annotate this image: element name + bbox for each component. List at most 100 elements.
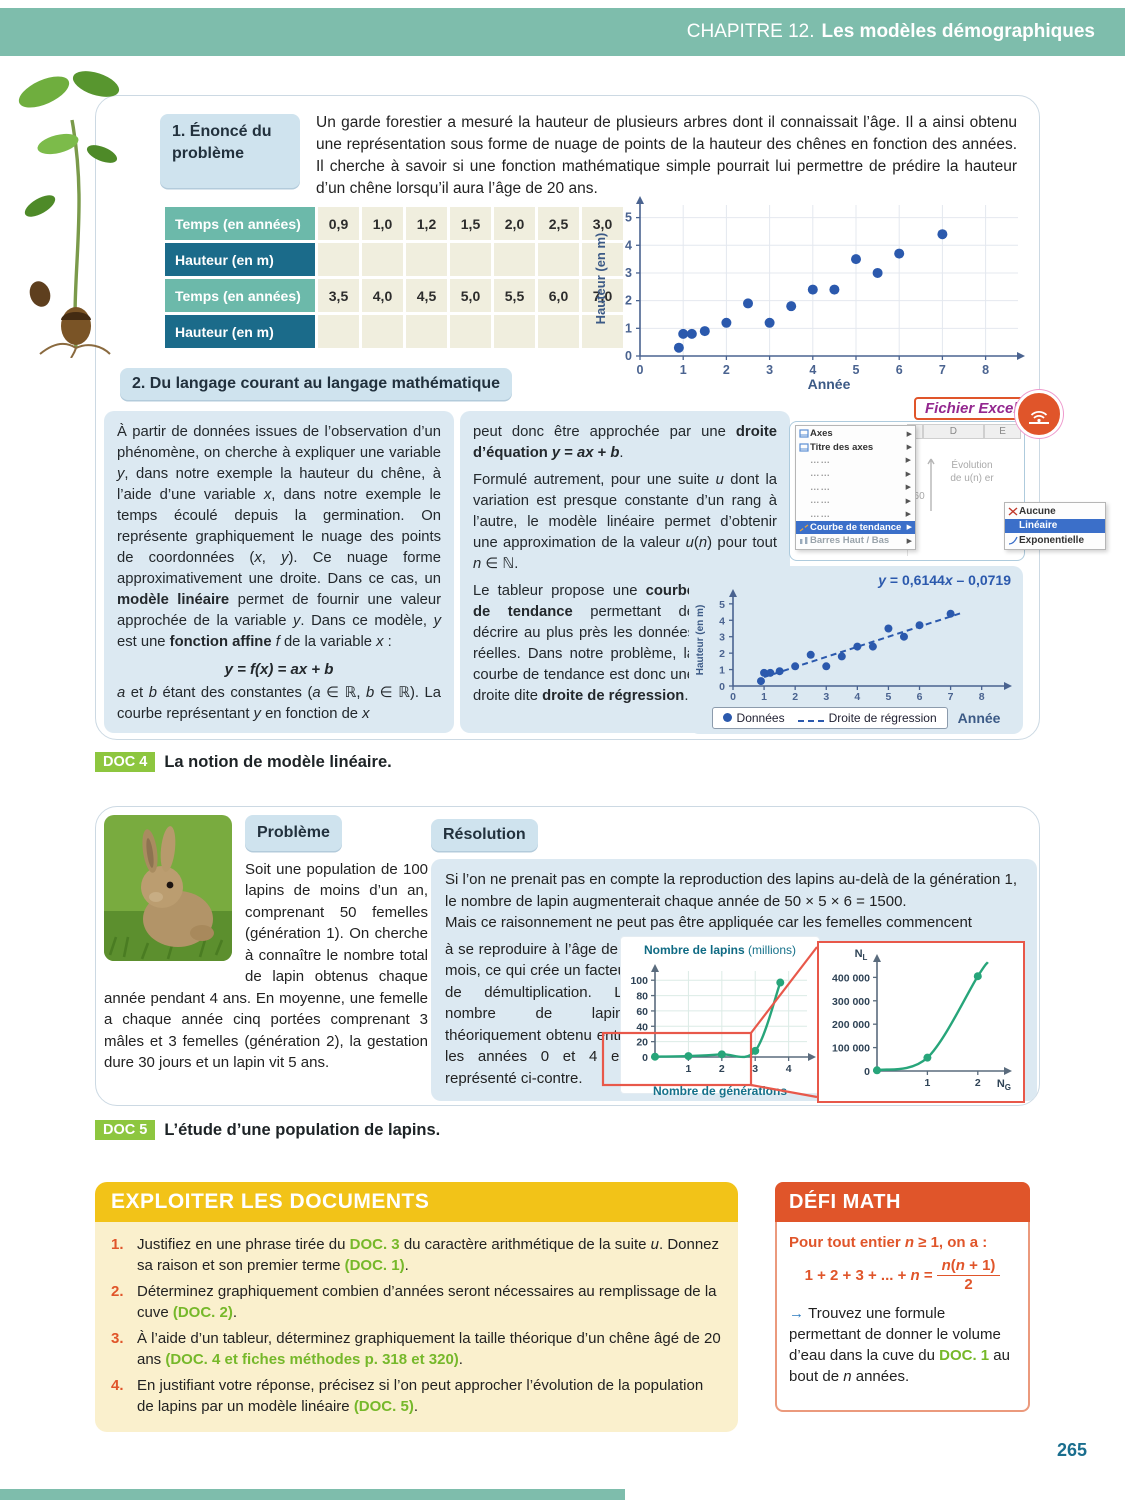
svg-text:NG: NG [997,1078,1011,1092]
exploiter-item-4: 4. En justifiant votre réponse, précisez … [111,1375,722,1417]
col2-paragraph-2: Formulé autrement, pour une suite u dont… [473,472,778,572]
section1-intro-wrap: 1. Énoncé du problème Un garde forestier… [160,112,1017,200]
table-cell: 1,2 [406,207,447,240]
probleme-text: Soit une population de 100 lapins de moi… [104,860,428,1072]
defi-formula: 1 + 2 + 3 + ... + n = n(n + 1) 2 [789,1257,1016,1293]
menu-item-label: …… [810,468,831,480]
exploiter-title: EXPLOITER LES DOCUMENTS [95,1182,738,1222]
exploiter-body: 1. Justifiez en une phrase tirée du DOC. … [95,1222,738,1432]
table-row-header: Hauteur (en m) [165,315,315,348]
table-cell: 0,9 [318,207,359,240]
table-row-header: Hauteur (en m) [165,243,315,276]
col1-end-paragraph: a et b étant des constantes (a ∈ ℝ, b ∈ … [117,685,441,722]
table-cell [538,243,579,276]
svg-text:1: 1 [685,1063,691,1075]
svg-text:100: 100 [630,975,648,987]
exploiter-card: EXPLOITER LES DOCUMENTS 1. Justifiez en u… [95,1182,738,1432]
svg-text:1: 1 [761,691,767,703]
table-cell: 5,0 [450,279,491,312]
exploiter-item-text: En justifiant votre réponse, précisez si… [137,1377,704,1415]
probleme-column: Problème Soit une population de 100 lapi… [104,815,428,1074]
svg-text:2: 2 [975,1077,981,1089]
doc4-caption: DOC 4 La notion de modèle linéaire. [95,752,392,772]
chapter-number: CHAPITRE 12. [686,21,815,42]
excel-menu-item--: …… ▶ [810,481,912,493]
excel-screenshot: D E Évolution de u(n) er 160 Axes ▶ Titre … [789,421,1106,561]
svg-text:4: 4 [854,691,860,703]
table-cell [362,243,403,276]
section2-label: 2. Du langage courant au langage mathéma… [120,368,513,400]
svg-text:20: 20 [636,1037,648,1049]
defi-math-card: DÉFI MATH Pour tout entier n ≥ 1, on a :… [775,1182,1030,1412]
table-cell: 3,5 [318,279,359,312]
svg-text:3: 3 [719,632,725,644]
none-icon [1008,507,1018,516]
table-cell [494,315,535,348]
menu-item-label: Exponentielle [1019,534,1085,546]
svg-text:Hauteur (en m): Hauteur (en m) [593,233,608,325]
table-cell [450,315,491,348]
svg-text:8: 8 [979,691,985,703]
table-row: Temps (en années) 0,9 1,0 1,2 1,5 2,0 2,5 3,0 [165,207,623,240]
table-row-header: Temps (en années) [165,207,315,240]
rabbit-zoom-chart: 1 2 0 100 000 200 000 300 000 400 000 NL NG [832,948,1012,1092]
resolution-paragraph-1: Si l’on ne prenait pas en compte la repr… [445,871,1018,910]
svg-text:100 000: 100 000 [832,1042,870,1054]
svg-text:4: 4 [625,238,632,252]
oak-regression-chart: 0 1 2 3 4 5 6 7 8 0 1 2 3 4 5 Hauteur (en m) [695,589,1012,703]
legend-line-label: Droite de régression [828,711,937,725]
laptop-wifi-icon [1015,390,1063,438]
rabbit-generations-chart-box: Nombre de lapins (millions) 1 2 3 4 0 20 40 60 8… [621,936,819,1098]
section-card-oak: 1. Énoncé du problème Un garde forestier… [95,95,1106,740]
exploiter-item-2: 2. Déterminez graphiquement combien d’ann… [111,1281,722,1323]
chapter-header: CHAPITRE 12. Les modèles démographiques [0,8,1125,56]
table-row-header: Temps (en années) [165,279,315,312]
defi-fraction-numerator: n(n + 1) [936,1257,1001,1276]
probleme-label: Problème [245,815,342,851]
svg-text:7: 7 [939,363,946,377]
table-cell: 6,0 [538,279,579,312]
excel-menu-item-barres-haut-bas: Barres Haut / Bas ▶ [796,534,915,547]
col1-paragraph: À partir de données issues de l’observat… [117,424,442,650]
svg-text:1: 1 [625,321,632,335]
excel-submenu-item-lin-aire: Linéaire [1005,518,1105,534]
rabbit-chart-title-main: Nombre de lapins [643,942,745,957]
sheet-axis-tick: 160 [908,491,925,502]
excel-menu-item--: …… ▶ [810,454,912,466]
table-cell: 2,0 [494,207,535,240]
exploiter-item-number: 2. [111,1283,124,1300]
table-cell [318,315,359,348]
rabbit-chart-xlabel: Nombre de générations [652,1083,788,1098]
table-cell [450,243,491,276]
lin-icon [1008,521,1018,530]
exp-icon [1008,536,1018,545]
section2-col1: À partir de données issues de l’observat… [104,411,454,733]
legend-point-marker [722,713,732,722]
resolution-box: Si l’on ne prenait pas en compte la repr… [431,859,1037,1103]
svg-text:4: 4 [786,1063,792,1075]
svg-text:5: 5 [719,599,725,611]
section-card-rabbits: Problème Soit une population de 100 lapi… [95,806,1040,1106]
exploiter-item-number: 1. [111,1236,124,1253]
svg-text:5: 5 [625,211,632,225]
table-row: Hauteur (en m) [165,243,623,276]
defi-fraction: n(n + 1) 2 [936,1257,1001,1293]
excel-menu-item-courbe-de-tendance: Courbe de tendance ▶ [796,520,915,535]
svg-text:6: 6 [896,363,903,377]
defi-formula-left: 1 + 2 + 3 + ... + n = [804,1266,933,1284]
svg-text:40: 40 [636,1021,648,1033]
menu-item-label: Aucune [1019,505,1056,517]
doc5-caption: DOC 5 L’étude d’une population de lapins… [95,1120,440,1140]
table-cell [494,243,535,276]
regression-xlabel: Année [957,710,1001,726]
regression-chart-box: y = 0,6144x – 0,0719 0 1 2 3 4 5 6 7 8 0 1 2 3 4 5 Haut… [689,566,1023,734]
table-cell [582,315,623,348]
excel-submenu-item-exponentielle: Exponentielle [1005,533,1105,548]
trend-icon [799,524,809,532]
excel-trend-submenu: Aucune Linéaire Exponentielle [1004,502,1106,550]
svg-text:2: 2 [719,648,725,660]
table-cell [538,315,579,348]
regression-legend: Données Droite de régression [711,707,948,729]
